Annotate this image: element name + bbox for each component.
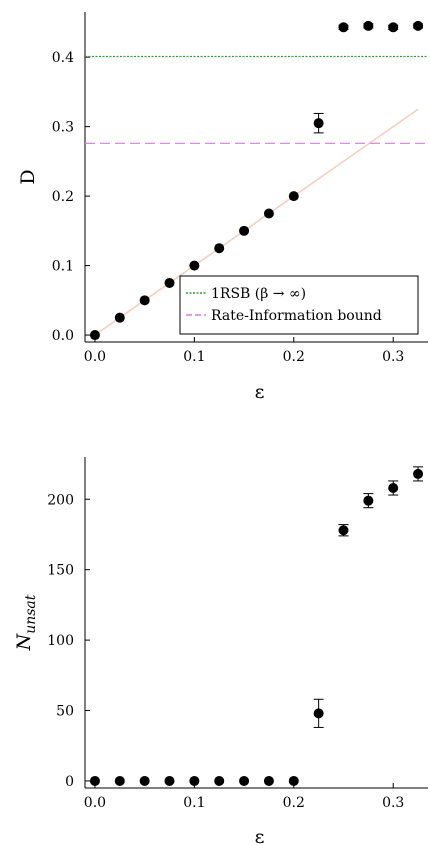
data-point [288, 191, 299, 202]
data-point [288, 775, 299, 786]
x-tick-label: 0.1 [183, 795, 205, 811]
legend-entry: 1RSB (β → ∞) [211, 286, 306, 302]
data-point [89, 330, 100, 341]
y-axis-label: Nunsat [13, 594, 39, 651]
data-point [189, 260, 200, 271]
data-point [114, 312, 125, 323]
y-tick-label: 100 [47, 633, 74, 649]
x-tick-label: 0.2 [283, 349, 305, 365]
x-tick-label: 0.0 [84, 349, 106, 365]
y-tick-label: 0.2 [52, 189, 74, 205]
y-tick-label: 0.1 [52, 259, 74, 275]
x-tick-label: 0.3 [382, 795, 404, 811]
data-point [338, 22, 349, 33]
y-tick-label: 0.3 [52, 120, 74, 136]
y-tick-label: 0.0 [52, 328, 74, 344]
data-point [239, 775, 250, 786]
y-tick-label: 0.4 [52, 50, 74, 66]
y-tick-label: 0 [65, 774, 74, 790]
data-point [139, 295, 150, 306]
data-point [263, 208, 274, 219]
data-point [388, 482, 399, 493]
x-tick-label: 0.0 [84, 795, 106, 811]
legend-entry: Rate-Information bound [211, 308, 382, 324]
reference-diagonal-line [94, 108, 419, 336]
data-point [89, 775, 100, 786]
y-axis-label: D [17, 169, 39, 184]
data-point [413, 468, 424, 479]
data-point [214, 243, 225, 254]
x-tick-label: 0.3 [382, 349, 404, 365]
legend-box [179, 275, 419, 335]
y-tick-label: 150 [47, 563, 74, 579]
data-point [413, 20, 424, 31]
data-point [313, 118, 324, 129]
data-point [189, 775, 200, 786]
data-point [313, 708, 324, 719]
x-tick-label: 0.1 [183, 349, 205, 365]
x-axis-label: ε [255, 381, 265, 403]
data-point [139, 775, 150, 786]
y-tick-label: 200 [47, 492, 74, 508]
x-axis-label: ε [255, 826, 265, 846]
x-tick-label: 0.2 [283, 795, 305, 811]
data-point [363, 495, 374, 506]
data-point [388, 22, 399, 33]
data-point [114, 775, 125, 786]
y-axis-label-subscript: unsat [23, 594, 39, 634]
data-point [164, 775, 175, 786]
data-point [338, 525, 349, 536]
data-point [363, 20, 374, 31]
data-point [214, 775, 225, 786]
y-tick-label: 50 [56, 704, 74, 720]
data-point [239, 225, 250, 236]
data-point [263, 775, 274, 786]
data-point [164, 277, 175, 288]
